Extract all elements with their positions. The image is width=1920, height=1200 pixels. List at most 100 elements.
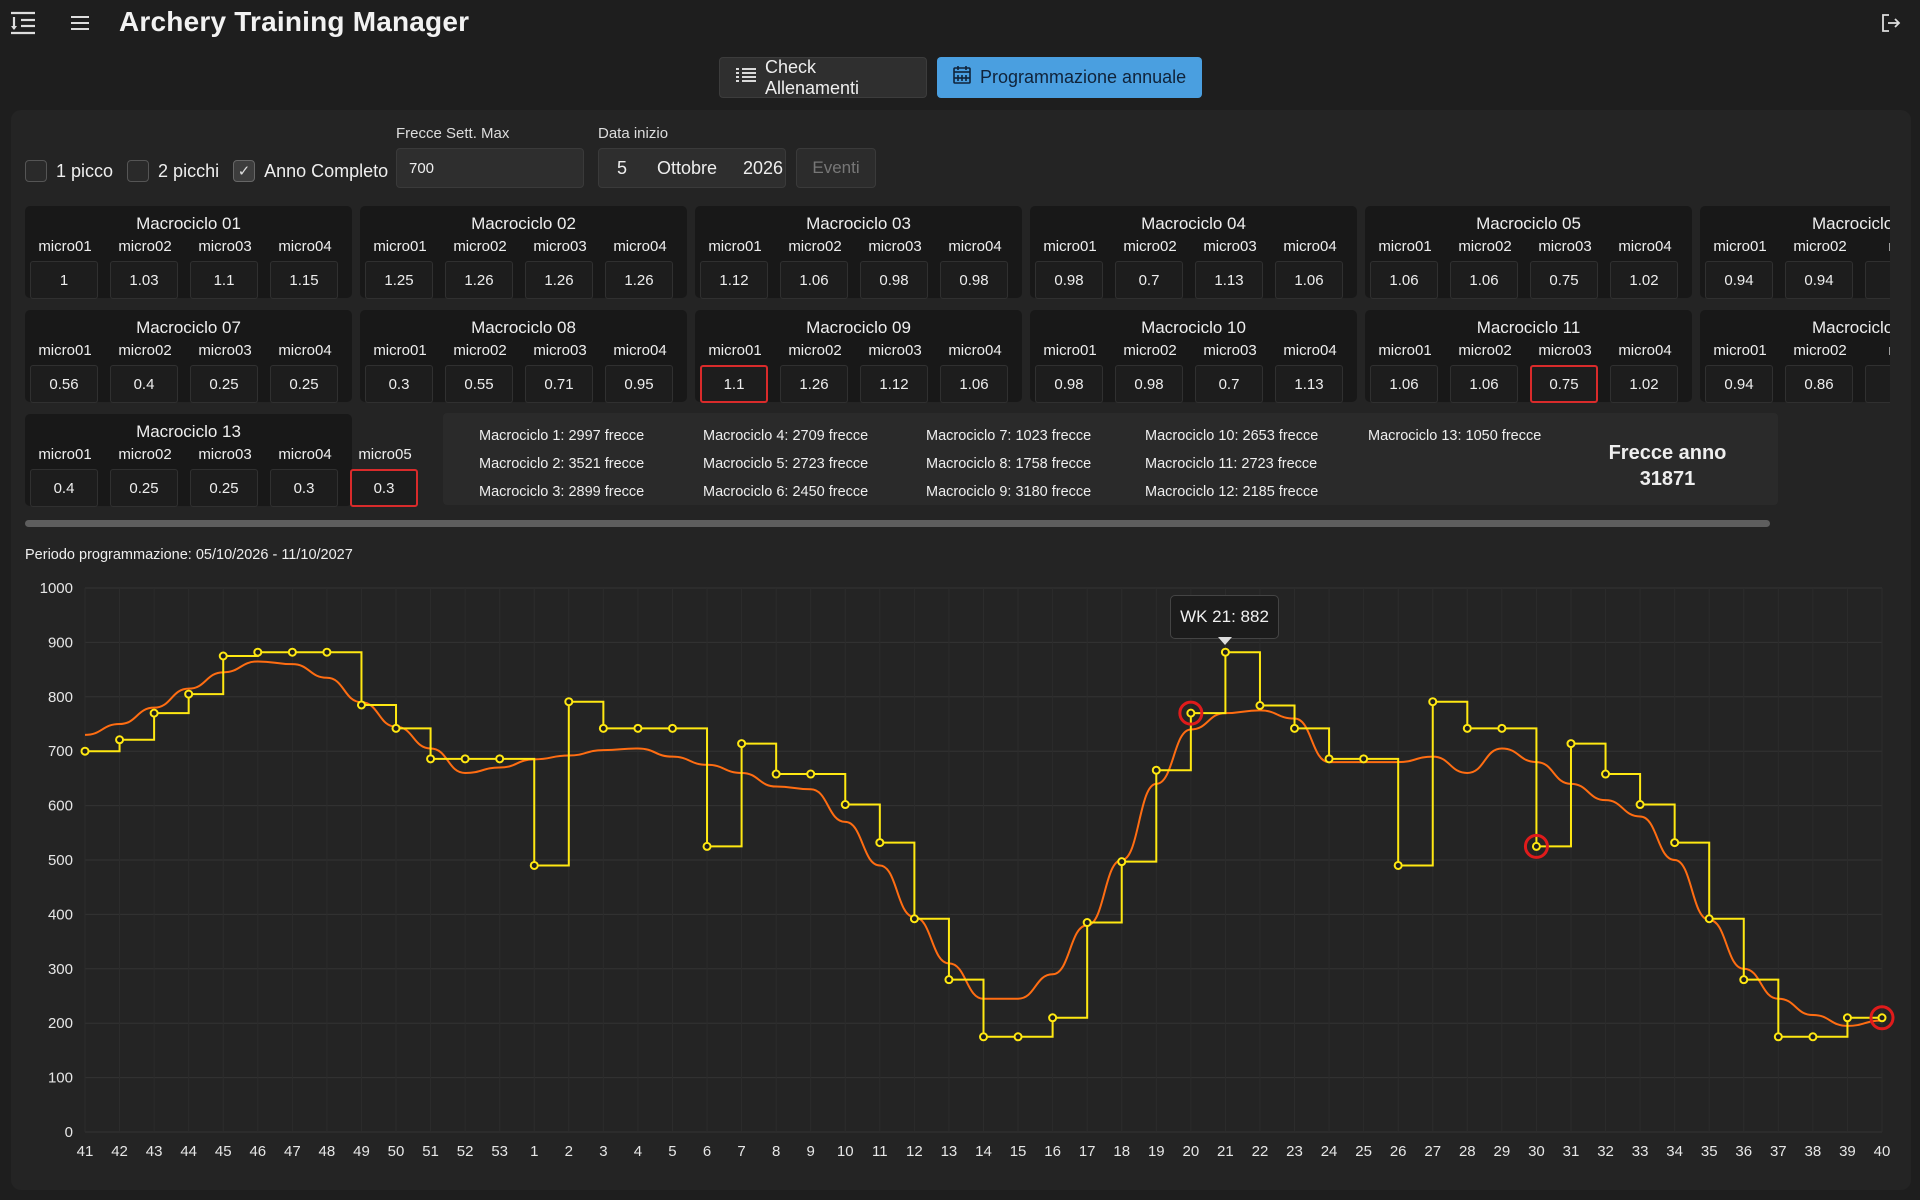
micro-value-input[interactable]: 1.12 <box>700 261 768 299</box>
micro-value-input[interactable]: 0.25 <box>190 469 258 507</box>
micro-value-input[interactable]: 1.06 <box>1275 261 1343 299</box>
micro-value-input[interactable]: 0 <box>1865 365 1890 403</box>
micro-value-input[interactable]: 0.71 <box>525 365 593 403</box>
micro-label: micro01 <box>373 342 427 359</box>
micro-value-input[interactable]: 1.26 <box>605 261 673 299</box>
micro-value-input[interactable]: 0.86 <box>1785 365 1853 403</box>
data-point <box>529 860 539 870</box>
micro-label: micro03 <box>198 342 252 359</box>
day-value[interactable]: 5 <box>617 157 628 178</box>
frecce-input[interactable]: 700 <box>396 148 584 188</box>
micro-column: micro02 0.7 <box>1115 238 1185 299</box>
x-tick-label: 38 <box>1805 1143 1822 1160</box>
picco2-checkbox[interactable]: 2 picchi <box>127 160 219 182</box>
macrocycle-title: Macrociclo 02 <box>471 214 576 233</box>
x-tick-label: 19 <box>1148 1143 1165 1160</box>
micro-value-input[interactable]: 1 <box>30 261 98 299</box>
micro-value-input[interactable]: 0.3 <box>365 365 433 403</box>
micro-column: micro01 0.3 <box>365 342 435 403</box>
date-picker[interactable]: 5 Ottobre 2026 <box>598 148 786 188</box>
micro-value-input[interactable]: 0.25 <box>190 365 258 403</box>
micro-value-input[interactable]: 0.7 <box>1115 261 1183 299</box>
eventi-button[interactable]: Eventi <box>796 148 876 188</box>
outline-icon[interactable] <box>8 8 38 38</box>
x-tick-label: 39 <box>1839 1143 1856 1160</box>
macrocycle-card: Macrociclo 04 micro01 0.98 micro02 0.7 micro0… <box>1030 206 1357 299</box>
micro-value-input[interactable]: 1.25 <box>365 261 433 299</box>
micro-value-input[interactable]: 0.94 <box>1705 365 1773 403</box>
picco1-checkbox[interactable]: 1 picco <box>25 160 113 182</box>
micro-value-input[interactable]: 0.98 <box>940 261 1008 299</box>
horizontal-scrollbar[interactable] <box>25 520 1770 527</box>
micro-value-input[interactable]: 0.55 <box>445 365 513 403</box>
y-tick-label: 100 <box>48 1070 73 1087</box>
data-point <box>1462 723 1472 733</box>
micro-value-input[interactable]: 1.15 <box>270 261 338 299</box>
micro-value-input[interactable]: 0.98 <box>1035 261 1103 299</box>
micro-value-input[interactable]: 0.3 <box>350 469 418 507</box>
micro-value-input[interactable]: 1.02 <box>1610 261 1678 299</box>
micro-value-input[interactable]: 0.25 <box>110 469 178 507</box>
micro-value-input[interactable]: 0.94 <box>1705 261 1773 299</box>
logout-icon[interactable] <box>1878 10 1904 36</box>
data-point <box>564 697 574 707</box>
micro-column: mic 0 <box>1865 342 1890 403</box>
micro-value-input[interactable]: 0.25 <box>270 365 338 403</box>
micro-value-input[interactable]: 0.95 <box>605 365 673 403</box>
micro-value-input[interactable]: 1.1 <box>190 261 258 299</box>
micro-value-input[interactable]: 0.4 <box>30 469 98 507</box>
micro-value-input[interactable]: 1.06 <box>1370 261 1438 299</box>
micro-column: micro02 0.98 <box>1115 342 1185 403</box>
micro-value-input[interactable]: 1.06 <box>940 365 1008 403</box>
micro-value-input[interactable]: 1.06 <box>780 261 848 299</box>
data-point <box>426 754 436 764</box>
y-tick-label: 200 <box>48 1015 73 1032</box>
micro-value-input[interactable]: 0.7 <box>1195 365 1263 403</box>
data-point <box>356 700 366 710</box>
macrocycle-card: Macrociclo 13 micro01 0.4 micro02 0.25 micro0… <box>25 414 418 507</box>
micro-value-input[interactable]: 1.26 <box>525 261 593 299</box>
macrocycle-title: Macrociclo <box>1812 318 1890 337</box>
micro-value-input[interactable]: 0.98 <box>860 261 928 299</box>
micro-label: micro04 <box>1283 238 1337 255</box>
anno-completo-checkbox[interactable]: ✓ Anno Completo <box>233 160 388 182</box>
micro-value-input[interactable]: 0.75 <box>1530 261 1598 299</box>
micro-value-input[interactable]: 1.06 <box>1370 365 1438 403</box>
micro-value-input[interactable]: 0.98 <box>1035 365 1103 403</box>
micro-value-input[interactable]: 1.03 <box>110 261 178 299</box>
year-value[interactable]: 2026 <box>743 157 784 178</box>
micro-value-input[interactable]: 1.02 <box>1610 365 1678 403</box>
x-tick-label: 32 <box>1597 1143 1614 1160</box>
data-point <box>1186 708 1196 718</box>
micro-value-input[interactable]: 1.13 <box>1275 365 1343 403</box>
micro-label: micro01 <box>373 238 427 255</box>
micro-value-input[interactable]: 0.56 <box>30 365 98 403</box>
x-tick-label: 12 <box>906 1143 923 1160</box>
x-tick-label: 42 <box>111 1143 128 1160</box>
micro-value-input[interactable]: 0.4 <box>110 365 178 403</box>
micro-value-input[interactable]: 1.26 <box>445 261 513 299</box>
data-point <box>1497 723 1507 733</box>
macrocycle-title: Macrociclo 08 <box>471 318 576 337</box>
data-point <box>253 647 263 657</box>
micro-value-input[interactable]: 1.26 <box>780 365 848 403</box>
x-tick-label: 21 <box>1217 1143 1234 1160</box>
menu-icon[interactable] <box>69 10 91 36</box>
micro-value-input[interactable]: 0.94 <box>1785 261 1853 299</box>
micro-value-input[interactable]: 1.06 <box>1450 365 1518 403</box>
micro-value-input[interactable]: 1.13 <box>1195 261 1263 299</box>
x-tick-label: 14 <box>975 1143 992 1160</box>
programmazione-annuale-button[interactable]: Programmazione annuale <box>937 57 1202 98</box>
micro-value-input[interactable]: 0.98 <box>1115 365 1183 403</box>
macrocycle-grid: Macrociclo 01 micro01 1 micro02 1.03 micro03 1… <box>25 206 1890 512</box>
micro-label: micro02 <box>1458 238 1512 255</box>
micro-value-input[interactable]: 0.3 <box>270 469 338 507</box>
micro-value-input[interactable]: 1.12 <box>860 365 928 403</box>
micro-value-input[interactable]: 0 <box>1865 261 1890 299</box>
micro-value-input[interactable]: 1.1 <box>700 365 768 403</box>
month-value[interactable]: Ottobre <box>657 157 718 178</box>
data-point <box>1808 1032 1818 1042</box>
micro-value-input[interactable]: 0.75 <box>1530 365 1598 403</box>
micro-value-input[interactable]: 1.06 <box>1450 261 1518 299</box>
check-allenamenti-button[interactable]: Check Allenamenti <box>719 57 927 98</box>
